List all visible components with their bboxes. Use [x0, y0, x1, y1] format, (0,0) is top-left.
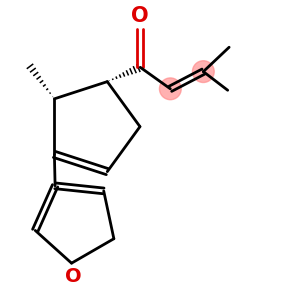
Circle shape	[160, 78, 181, 100]
Circle shape	[192, 61, 214, 82]
Text: O: O	[131, 6, 149, 26]
Text: O: O	[65, 268, 81, 286]
